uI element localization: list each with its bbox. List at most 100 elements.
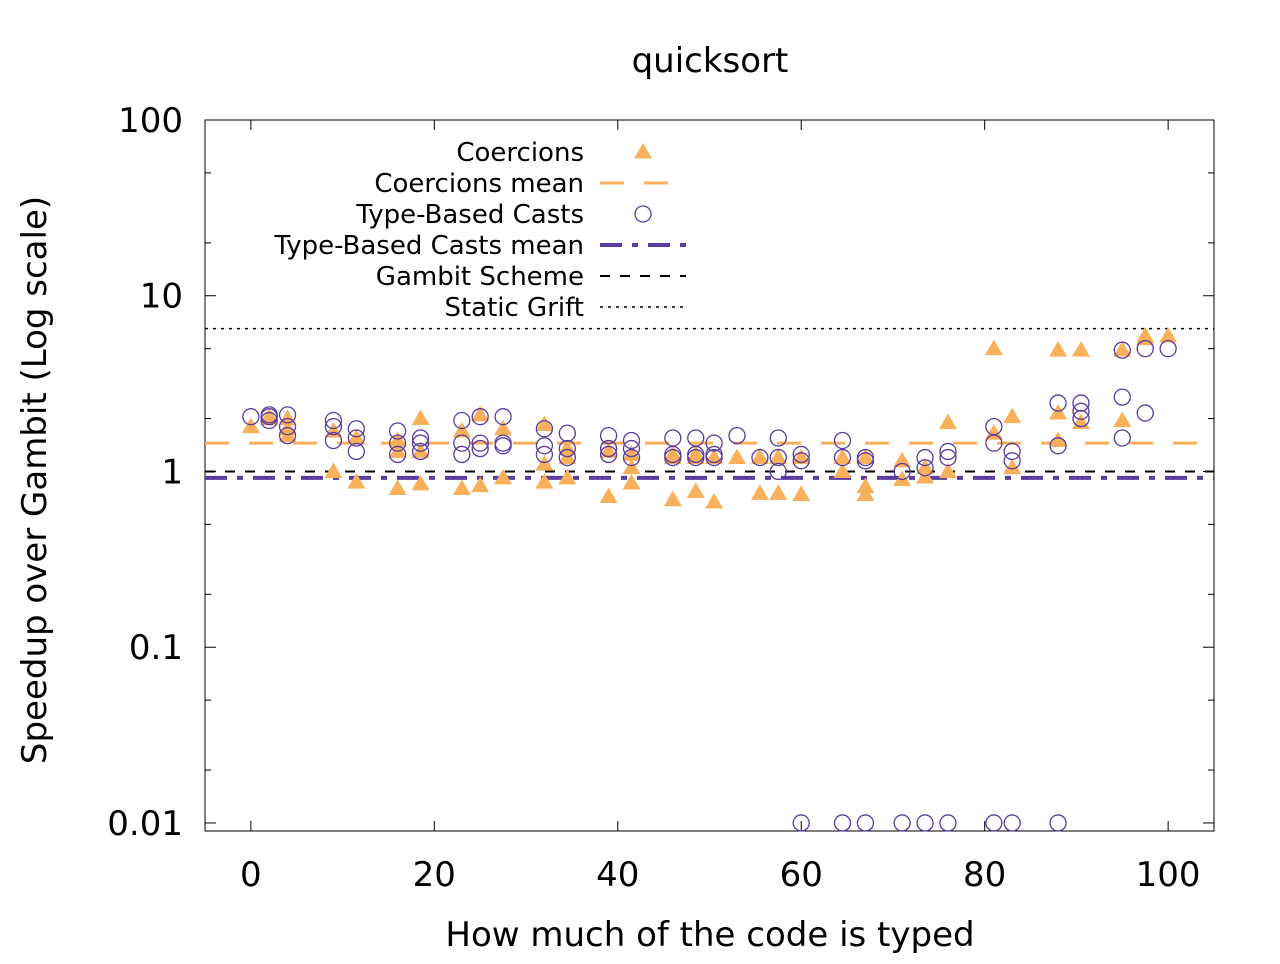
type-based-casts-point — [916, 448, 934, 467]
type-based-casts-point — [260, 406, 278, 424]
coercions-point — [792, 485, 811, 501]
coercions-point — [347, 473, 366, 489]
type-based-casts-point — [278, 406, 297, 424]
coercions-point — [856, 448, 875, 465]
plot-frame — [204, 119, 1215, 832]
type-based-casts-point — [622, 448, 641, 467]
coercions-point — [769, 448, 788, 465]
type-based-casts-point — [1113, 429, 1131, 447]
coercions-point — [984, 339, 1003, 356]
coercions-point — [663, 445, 682, 461]
chart-title: quicksort — [632, 41, 789, 81]
x-tick-label: 20 — [413, 855, 456, 895]
coercions-point — [938, 462, 957, 478]
coercions-point — [750, 484, 769, 500]
coercions-point — [558, 468, 577, 485]
type-based-casts-point — [1072, 394, 1090, 412]
type-based-casts-point — [1113, 388, 1131, 406]
type-based-casts-point — [856, 448, 875, 467]
type-based-casts-point — [792, 814, 810, 832]
type-based-casts-point — [622, 439, 641, 458]
y-axis-label: Speedup over Gambit (Log scale) — [15, 196, 55, 764]
legend-sample-circle — [634, 205, 652, 223]
x-tick-label: 40 — [596, 855, 639, 895]
coercions-point — [411, 442, 430, 458]
coercions-point — [705, 493, 724, 509]
coercions-point — [705, 448, 724, 465]
type-based-casts-point — [347, 442, 366, 461]
type-based-casts-point — [1003, 442, 1021, 461]
coercions-point — [599, 487, 618, 504]
y-tick-label: 1 — [161, 452, 183, 492]
coercions-point — [1136, 327, 1155, 343]
x-tick-label: 60 — [780, 855, 823, 895]
coercions-point — [1159, 327, 1178, 343]
coercions-point — [856, 485, 875, 501]
type-based-casts-point — [453, 411, 471, 430]
type-based-casts-point — [347, 429, 366, 447]
coercions-point — [728, 448, 747, 465]
coercions-point — [1049, 431, 1068, 448]
type-based-casts-point — [1049, 437, 1067, 455]
coercions-point — [535, 473, 554, 489]
type-based-casts-point — [893, 814, 911, 832]
type-based-casts-point — [664, 429, 682, 447]
type-based-casts-point — [535, 445, 554, 464]
type-based-casts-point — [535, 437, 554, 455]
coercions-point — [241, 417, 260, 434]
type-based-casts-point — [388, 445, 407, 464]
type-based-casts-point — [792, 452, 810, 470]
type-based-casts-point — [453, 445, 471, 464]
type-based-casts-point — [1003, 452, 1021, 470]
type-based-casts-point — [1159, 339, 1177, 358]
legend-label: Type-Based Casts mean — [273, 231, 584, 261]
coercions-point — [260, 407, 279, 424]
type-based-casts-point — [599, 445, 618, 464]
y-tick-label: 10 — [140, 277, 183, 317]
coercions-point — [388, 442, 407, 458]
coercions-point — [388, 479, 407, 495]
type-based-casts-point — [769, 462, 787, 481]
coercions-point — [1113, 411, 1132, 427]
coercions-point — [833, 448, 852, 465]
type-based-casts-point — [324, 417, 343, 436]
coercions-point — [471, 476, 490, 493]
coercions-point — [1003, 407, 1022, 424]
type-based-casts-point — [916, 814, 934, 832]
coercions-point — [1071, 341, 1090, 357]
type-based-casts-point — [856, 814, 875, 832]
type-based-casts-point — [893, 462, 911, 481]
type-based-casts-point — [1072, 402, 1090, 420]
coercions-point — [792, 448, 811, 465]
coercions-point — [750, 448, 769, 465]
coercions-point — [769, 484, 788, 500]
type-based-casts-point — [388, 434, 407, 452]
type-based-casts-point — [558, 448, 576, 467]
type-based-casts-point — [939, 814, 957, 832]
type-based-casts-point — [687, 429, 705, 447]
y-tick-label: 100 — [118, 101, 183, 141]
coercions-point — [893, 451, 912, 468]
coercions-point — [599, 442, 618, 458]
type-based-casts-point — [324, 431, 343, 450]
coercions-point — [411, 409, 430, 426]
y-tick-label: 0.1 — [129, 628, 183, 668]
type-based-casts-point — [260, 411, 278, 430]
type-based-casts-point — [324, 411, 343, 430]
type-based-casts-point — [1003, 814, 1021, 832]
legend-label: Gambit Scheme — [376, 262, 584, 292]
x-tick-label: 0 — [240, 855, 262, 895]
type-based-casts-point — [792, 445, 810, 464]
type-based-casts-point — [1049, 814, 1067, 832]
type-based-casts-point — [1136, 339, 1154, 358]
coercions-point — [324, 462, 343, 478]
coercions-point — [833, 462, 852, 478]
type-based-casts-point — [411, 429, 430, 447]
type-based-casts-point — [242, 408, 260, 426]
type-based-casts-point — [939, 442, 957, 461]
type-based-casts-point — [833, 431, 852, 450]
type-based-casts-point — [494, 434, 512, 452]
type-based-casts-point — [751, 448, 769, 467]
coercions-point — [856, 477, 875, 494]
